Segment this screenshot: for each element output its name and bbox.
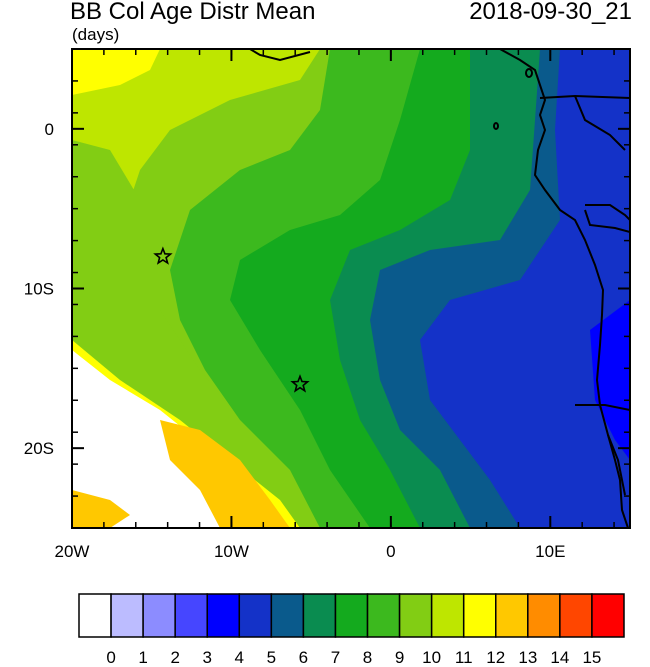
colorbar-label: 3: [203, 648, 212, 667]
colorbar-swatch: [78, 593, 112, 638]
colorbar-label: 13: [518, 648, 537, 667]
colorbar-label: 6: [299, 648, 308, 667]
colorbar-label: 0: [106, 648, 115, 667]
filled-contours: [72, 49, 630, 528]
datetime-label: 2018-09-30_21: [469, 0, 632, 25]
border-line: [575, 404, 630, 411]
x-tick-label: 0: [386, 542, 395, 561]
colorbar-swatch: [495, 593, 529, 638]
colorbar-swatch: [559, 593, 593, 638]
colorbar-label: 8: [363, 648, 372, 667]
axis-ticks: [71, 48, 630, 529]
colorbar-swatch: [398, 593, 433, 638]
contour-12-13-southwest: [160, 420, 290, 528]
colorbar-swatch: [302, 593, 337, 638]
colorbar-swatch: [462, 593, 497, 638]
colorbar-swatch: [110, 593, 144, 638]
colorbar-label: 10: [422, 648, 441, 667]
colorbar-label: 12: [486, 648, 505, 667]
west-africa-coastline: [249, 49, 311, 62]
x-tick-label: 20W: [55, 542, 90, 561]
colorbar-swatch: [334, 593, 369, 638]
colorbar-label: 14: [550, 648, 569, 667]
y-tick-label: 20S: [24, 439, 54, 458]
colorbar-label: 7: [331, 648, 340, 667]
y-tick-label: 10S: [24, 280, 54, 299]
y-tick-label: 0: [45, 120, 54, 139]
contour-12-13-corner: [72, 490, 130, 528]
colorbar-label: 9: [395, 648, 404, 667]
coastline: [249, 49, 630, 528]
colorbar-label: 1: [138, 648, 147, 667]
contour-4-5: [420, 49, 630, 528]
colorbar-label: 4: [235, 648, 244, 667]
colorbar-swatch: [527, 593, 561, 638]
x-tick-label: 10E: [535, 542, 565, 561]
border-line: [607, 434, 626, 496]
colorbar-label: 2: [170, 648, 179, 667]
colorbar-label: 5: [267, 648, 276, 667]
colorbar-swatch: [366, 593, 401, 638]
border-line: [584, 209, 630, 233]
markers: [153, 246, 310, 393]
contour-11-12-north: [72, 49, 160, 95]
star-marker: [153, 246, 173, 265]
axis-labels: 20W 10W 0 10E 0 10S 20S: [24, 120, 566, 561]
colorbar-swatch: [238, 593, 273, 638]
colorbar: 0 1 2 3 4 5 6 7 8 9 10 11 12 13 14 15: [78, 593, 625, 667]
island-outline: [493, 122, 499, 130]
colorbar-swatch: [174, 593, 208, 638]
island-outline: [525, 68, 533, 78]
x-tick-label: 10W: [214, 542, 249, 561]
border-line: [585, 204, 630, 221]
colorbar-swatch: [430, 593, 465, 638]
colorbar-swatch: [206, 593, 241, 638]
colorbar-label: 11: [455, 648, 473, 667]
colorbar-swatch: [142, 593, 176, 638]
map-title: BB Col Age Distr Mean: [70, 0, 316, 25]
colorbar-swatch: [270, 593, 305, 638]
star-marker: [290, 374, 310, 393]
colorbar-swatch: [591, 593, 625, 638]
colorbar-label: 15: [582, 648, 601, 667]
border-line: [574, 95, 626, 151]
units-label: (days): [72, 25, 120, 44]
